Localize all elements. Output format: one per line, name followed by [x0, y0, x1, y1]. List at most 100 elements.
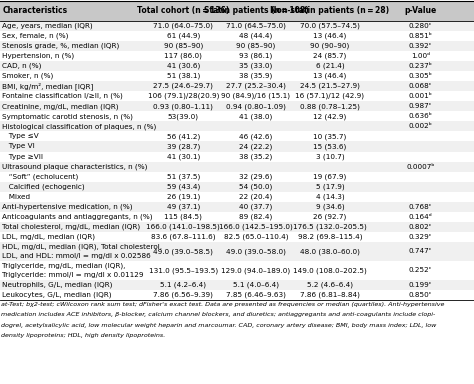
Text: 35 (33.0): 35 (33.0) [239, 63, 273, 69]
Text: Type ≥VII: Type ≥VII [2, 154, 43, 160]
Text: 90 (84.9)/16 (15.1): 90 (84.9)/16 (15.1) [221, 93, 291, 99]
Text: 82.5 (65.0–110.4): 82.5 (65.0–110.4) [224, 234, 288, 240]
Text: Non-statin patients (n = 28): Non-statin patients (n = 28) [270, 6, 390, 15]
Text: 41 (38.0): 41 (38.0) [239, 113, 273, 119]
Text: 0.280ᶜ: 0.280ᶜ [409, 23, 432, 29]
Text: 6 (21.4): 6 (21.4) [316, 63, 344, 69]
Text: 7.86 (6.81–8.84): 7.86 (6.81–8.84) [300, 291, 360, 298]
Text: 48.0 (38.0–60.0): 48.0 (38.0–60.0) [300, 248, 360, 255]
Text: 15 (53.6): 15 (53.6) [313, 143, 346, 150]
Text: 106 (79.1)/28(20.9): 106 (79.1)/28(20.9) [147, 93, 219, 99]
Text: 0.329ᶜ: 0.329ᶜ [409, 234, 432, 240]
Text: 129.0 (94.0–189.0): 129.0 (94.0–189.0) [221, 267, 291, 273]
Text: 3 (10.7): 3 (10.7) [316, 153, 344, 160]
Text: 26 (19.1): 26 (19.1) [166, 194, 200, 200]
Text: Smoker, n (%): Smoker, n (%) [2, 73, 54, 79]
Bar [0, 71, 474, 81]
Text: 0.851ᵇ: 0.851ᵇ [409, 33, 433, 39]
Text: dogrel, acetylsalicylic acid, low molecular weight heparin and marcoumar. CAD, c: dogrel, acetylsalicylic acid, low molecu… [1, 323, 437, 328]
Text: 176.5 (132.0–205.5): 176.5 (132.0–205.5) [293, 224, 367, 230]
Bar [0, 121, 474, 131]
Text: 40 (37.7): 40 (37.7) [239, 204, 273, 210]
Text: 19 (67.9): 19 (67.9) [313, 174, 346, 180]
Text: 39 (28.7): 39 (28.7) [166, 143, 200, 150]
Text: 0.164ᵈ: 0.164ᵈ [409, 214, 433, 220]
Text: 0.850ᶜ: 0.850ᶜ [409, 292, 432, 298]
Text: 4 (14.3): 4 (14.3) [316, 194, 344, 200]
Text: 115 (84.5): 115 (84.5) [164, 214, 202, 220]
Text: 70.0 (57.5–74.5): 70.0 (57.5–74.5) [300, 23, 360, 29]
Text: 49 (37.1): 49 (37.1) [166, 204, 200, 210]
Bar [0, 41, 474, 51]
Bar [0, 242, 474, 261]
Text: 12 (42.9): 12 (42.9) [313, 113, 346, 119]
Text: 0.636ᵇ: 0.636ᵇ [409, 113, 433, 119]
Text: 32 (29.6): 32 (29.6) [239, 174, 273, 180]
Text: at-Test; bχ2-test; cWilcoxon rank sum test; dFisher's exact test. Data are prese: at-Test; bχ2-test; cWilcoxon rank sum te… [1, 302, 445, 307]
Text: 71.0 (64.0–75.0): 71.0 (64.0–75.0) [153, 23, 213, 29]
Bar [0, 1, 474, 21]
Text: 49.0 (39.0–58.0): 49.0 (39.0–58.0) [226, 248, 286, 255]
Text: 41 (30.6): 41 (30.6) [166, 63, 200, 69]
Text: 51 (38.1): 51 (38.1) [166, 73, 200, 79]
Text: Triglyceride, mg/dL, median (IQR),: Triglyceride, mg/dL, median (IQR), [2, 262, 126, 269]
Text: 0.94 (0.80–1.09): 0.94 (0.80–1.09) [226, 103, 286, 109]
Text: Symptomatic carotid stenosis, n (%): Symptomatic carotid stenosis, n (%) [2, 113, 133, 119]
Text: 0.987ᶜ: 0.987ᶜ [409, 103, 432, 109]
Bar [0, 261, 474, 280]
Text: Creatinine, mg/dL, median (IQR): Creatinine, mg/dL, median (IQR) [2, 103, 119, 109]
Text: 0.93 (0.80–1.11): 0.93 (0.80–1.11) [153, 103, 213, 109]
Text: 71.0 (64.5–75.0): 71.0 (64.5–75.0) [226, 23, 286, 29]
Text: 53(39.0): 53(39.0) [168, 113, 199, 119]
Text: CAD, n (%): CAD, n (%) [2, 63, 42, 69]
Text: 90 (85–90): 90 (85–90) [237, 43, 275, 49]
Bar [0, 232, 474, 242]
Bar [0, 192, 474, 202]
Text: Histological classification of plaques, n (%): Histological classification of plaques, … [2, 123, 156, 130]
Bar [0, 152, 474, 162]
Text: Mixed: Mixed [2, 194, 30, 200]
Text: 51 (37.5): 51 (37.5) [166, 174, 200, 180]
Text: 27.5 (24.6–29.7): 27.5 (24.6–29.7) [153, 83, 213, 89]
Text: 0.0007ᵇ: 0.0007ᵇ [406, 164, 435, 170]
Text: 54 (50.0): 54 (50.0) [239, 184, 273, 190]
Text: 27.7 (25.2–30.4): 27.7 (25.2–30.4) [226, 83, 286, 89]
Text: 41 (30.1): 41 (30.1) [166, 153, 200, 160]
Text: 0.068ᶜ: 0.068ᶜ [409, 83, 432, 89]
Bar [0, 202, 474, 212]
Bar [0, 31, 474, 41]
Text: Leukocytes, G/L, median (IQR): Leukocytes, G/L, median (IQR) [2, 291, 112, 298]
Text: 22 (20.4): 22 (20.4) [239, 194, 273, 200]
Text: 0.392ᶜ: 0.392ᶜ [409, 43, 432, 49]
Bar [0, 111, 474, 121]
Bar [0, 91, 474, 101]
Text: 49.0 (39.0–58.5): 49.0 (39.0–58.5) [153, 248, 213, 255]
Text: 0.305ᵇ: 0.305ᵇ [409, 73, 433, 79]
Text: LDL, mg/dL, median (IQR): LDL, mg/dL, median (IQR) [2, 234, 95, 240]
Bar [0, 212, 474, 222]
Text: 26 (92.7): 26 (92.7) [313, 214, 346, 220]
Text: 89 (82.4): 89 (82.4) [239, 214, 273, 220]
Text: 5.2 (4.6–6.4): 5.2 (4.6–6.4) [307, 281, 353, 288]
Text: Sex, female, n (%): Sex, female, n (%) [2, 33, 69, 39]
Text: 10 (35.7): 10 (35.7) [313, 133, 346, 140]
Text: Hypertension, n (%): Hypertension, n (%) [2, 53, 74, 59]
Text: 1.00ᵈ: 1.00ᵈ [411, 53, 430, 59]
Text: 0.199ᶜ: 0.199ᶜ [409, 282, 432, 288]
Bar [0, 141, 474, 152]
Text: 0.002ᵇ: 0.002ᵇ [409, 123, 433, 129]
Text: 83.6 (67.8–111.6): 83.6 (67.8–111.6) [151, 234, 216, 240]
Bar [0, 61, 474, 71]
Text: 38 (35.9): 38 (35.9) [239, 73, 273, 79]
Text: 24 (85.7): 24 (85.7) [313, 53, 346, 59]
Text: 61 (44.9): 61 (44.9) [166, 33, 200, 39]
Text: 166.0 (142.5–195.0): 166.0 (142.5–195.0) [219, 224, 293, 230]
Bar [0, 51, 474, 61]
Text: 24.5 (21.5–27.9): 24.5 (21.5–27.9) [300, 83, 360, 89]
Text: 90 (85–90): 90 (85–90) [164, 43, 203, 49]
Text: BMI, kg/m², median [IQR]: BMI, kg/m², median [IQR] [2, 82, 94, 90]
Bar [0, 101, 474, 111]
Bar [0, 131, 474, 141]
Text: Total cohort (n = 136): Total cohort (n = 136) [137, 6, 229, 15]
Text: Neutrophils, G/L, median (IQR): Neutrophils, G/L, median (IQR) [2, 281, 113, 288]
